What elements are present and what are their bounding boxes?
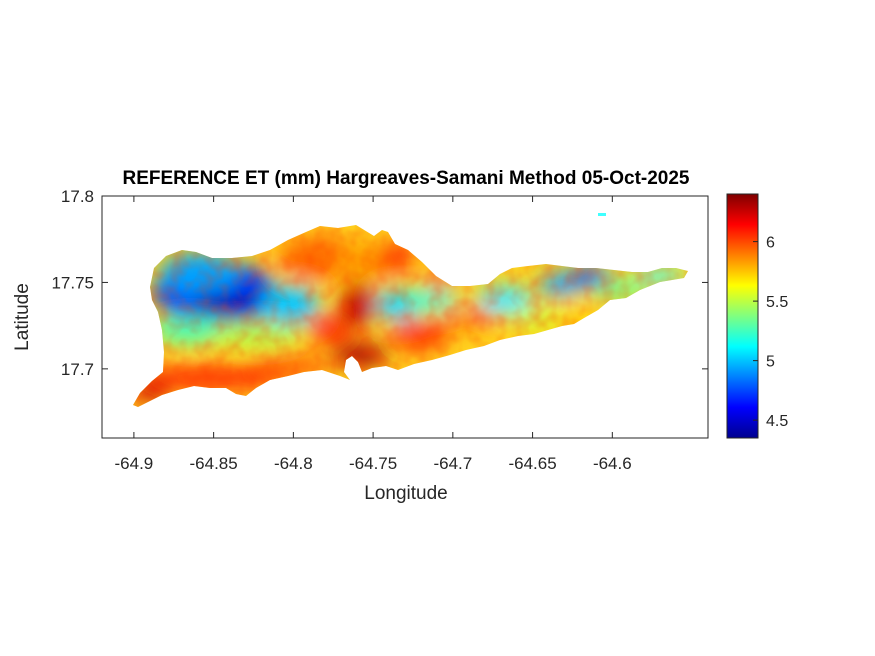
x-tick-label: -64.85 [190,454,238,473]
y-axis-label: Latitude [12,283,33,351]
islet [598,213,606,216]
y-tick-label: 17.7 [61,360,94,379]
colorbar-tick-label: 5.5 [766,294,788,311]
y-tick-label: 17.75 [51,273,94,292]
colorbar-tick-label: 6 [766,235,775,252]
x-tick-label: -64.75 [349,454,397,473]
x-tick-label: -64.8 [274,454,313,473]
colorbar-ticks: 4.5 5 5.5 6 [753,235,788,430]
x-tick-label: -64.65 [508,454,556,473]
y-tick-label: 17.8 [61,187,94,206]
x-tick-label: -64.7 [433,454,472,473]
y-axis-ticks: 17.8 17.75 17.7 [51,187,708,379]
colorbar-tick-label: 5 [766,354,775,371]
colorbar-tick-label: 4.5 [766,413,788,430]
x-axis-ticks: -64.9 -64.85 -64.8 -64.75 -64.7 -64.65 -64.6 [115,196,632,473]
x-tick-label: -64.9 [115,454,154,473]
chart-title: REFERENCE ET (mm) Hargreaves-Samani Meth… [123,168,690,189]
colorbar [726,193,759,439]
x-axis-label: Longitude [364,483,447,504]
x-tick-label: -64.6 [593,454,632,473]
